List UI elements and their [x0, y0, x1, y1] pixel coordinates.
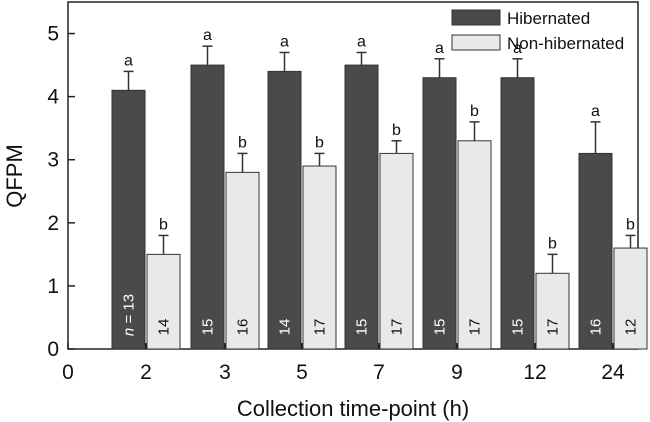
legend-swatch-non-hibernated [451, 34, 501, 51]
significance-letter: a [203, 27, 212, 44]
x-axis-title: Collection time-point (h) [237, 396, 469, 421]
y-tick-label: 2 [47, 212, 59, 235]
bar-non-hibernated [225, 171, 260, 350]
x-tick-label: 7 [373, 361, 385, 384]
legend-label: Non-hibernated [507, 34, 624, 53]
y-axis-title: QFPM [2, 144, 27, 208]
significance-letter: b [159, 216, 168, 233]
y-tick-label: 1 [47, 275, 59, 298]
sample-size-label: 15 [354, 319, 371, 336]
x-tick-label: 9 [451, 361, 463, 384]
significance-letter: a [513, 40, 522, 57]
legend: Hibernated Non-hibernated [451, 9, 624, 53]
y-tick-label: 0 [47, 338, 59, 361]
sample-size-label: 14 [156, 319, 173, 336]
significance-letter: b [548, 235, 557, 252]
bar-hibernated [344, 64, 379, 350]
bar-non-hibernated [146, 253, 181, 350]
sample-size-label: 16 [235, 319, 252, 336]
significance-letter: b [392, 122, 401, 139]
significance-letter: a [591, 103, 600, 120]
bar-non-hibernated [457, 140, 492, 350]
significance-letter: b [315, 134, 324, 151]
bar-hibernated [422, 77, 457, 350]
legend-label: Hibernated [507, 9, 590, 28]
legend-swatch-hibernated [451, 9, 501, 26]
y-tick-label: 3 [47, 149, 59, 172]
x-tick-label: 5 [296, 361, 308, 384]
sample-size-label: 17 [389, 319, 406, 336]
y-tick-label: 5 [47, 23, 59, 46]
sample-size-label: 14 [277, 319, 294, 336]
significance-letter: a [357, 33, 366, 50]
sample-size-label: 12 [623, 319, 640, 336]
bar-non-hibernated [379, 152, 414, 350]
bar-hibernated [500, 77, 535, 350]
sample-size-label: 15 [510, 319, 527, 336]
bar-hibernated [267, 70, 302, 350]
x-tick-label: 0 [62, 361, 74, 384]
sample-size-label: 16 [588, 319, 605, 336]
x-tick-label: 3 [219, 361, 231, 384]
sample-size-label: 17 [545, 319, 562, 336]
x-tick-label: 24 [601, 361, 625, 384]
significance-letter: b [626, 216, 635, 233]
significance-letter: b [238, 134, 247, 151]
bar-non-hibernated [535, 272, 570, 350]
sample-size-label: 15 [432, 319, 449, 336]
significance-letter: a [435, 40, 444, 57]
sample-size-label: 15 [200, 319, 217, 336]
sample-size-label: 17 [467, 319, 484, 336]
y-tick-label: 4 [47, 86, 59, 109]
bars-layer: a n = 13 a 15 a 14 a 15 a 15 a 15 a 16 b 14 b 16 b 17 b 17 b 17… [111, 27, 648, 350]
significance-letter: b [470, 103, 479, 120]
x-tick-label: 2 [140, 361, 152, 384]
bar-hibernated [190, 64, 225, 350]
x-tick-label: 12 [523, 361, 546, 384]
significance-letter: a [124, 52, 133, 69]
significance-letter: a [280, 33, 289, 50]
sample-size-label: n = 13 [121, 294, 138, 336]
sample-size-label: 17 [312, 319, 329, 336]
